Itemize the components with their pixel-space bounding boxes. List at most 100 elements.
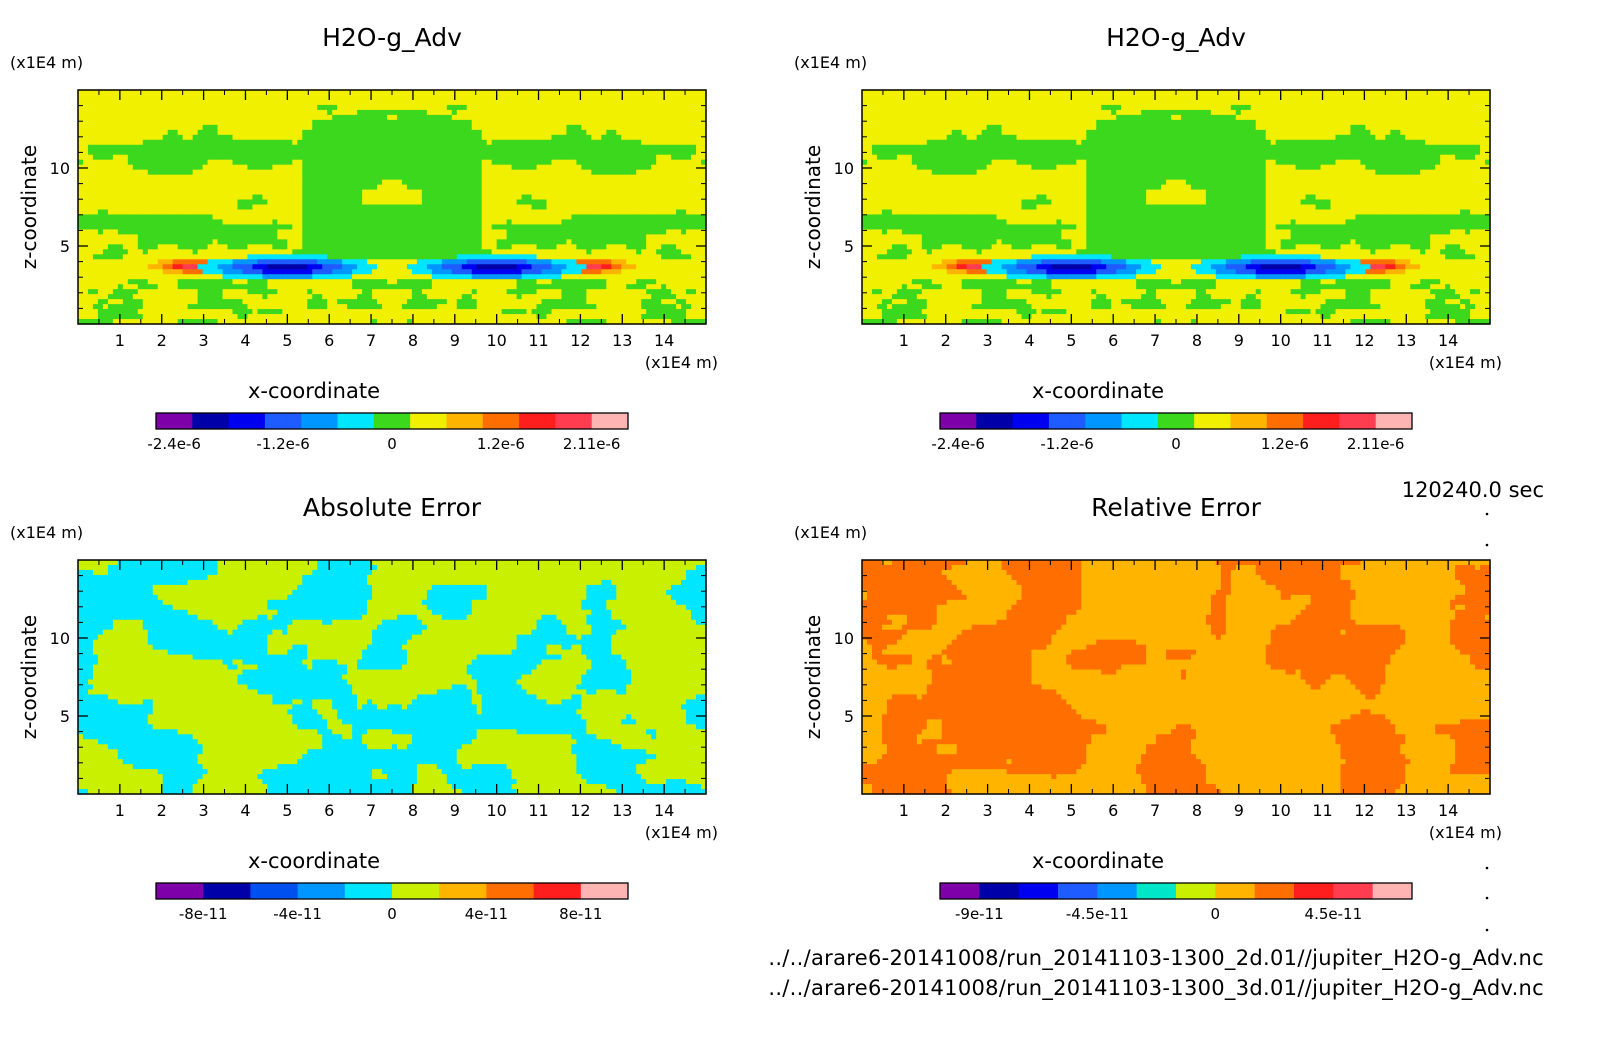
field-cell [252, 229, 259, 235]
field-cell [551, 199, 558, 206]
field-cell [262, 159, 268, 166]
field-cell [451, 149, 458, 156]
field-cell [431, 104, 438, 111]
field-cell [227, 129, 234, 136]
field-cell [581, 319, 587, 325]
field-cell [322, 104, 328, 111]
field-cell [426, 169, 433, 176]
field-cell [496, 119, 503, 126]
field-cell [147, 239, 154, 245]
field-cell [516, 114, 523, 121]
field-cell [97, 119, 104, 126]
field-cell [187, 194, 194, 201]
field-cell [556, 269, 563, 275]
field-cell [486, 189, 493, 196]
field-cell [446, 139, 453, 146]
field-cell [112, 149, 119, 156]
field-cell [476, 319, 483, 325]
field-cell [257, 279, 264, 285]
field-cell [531, 124, 538, 131]
field-cell [317, 244, 323, 250]
field-cell [92, 194, 99, 201]
field-cell [491, 164, 498, 171]
field-cell [267, 159, 273, 166]
field-cell [581, 304, 587, 310]
field-cell [207, 129, 214, 136]
field-cell [486, 174, 493, 181]
field-cell [137, 224, 144, 231]
field-cell [182, 309, 189, 315]
field-cell [167, 164, 174, 171]
field-cell [521, 169, 528, 176]
field-cell [282, 144, 288, 151]
field-cell [511, 264, 518, 270]
field-cell [177, 99, 184, 106]
field-cell [362, 90, 368, 96]
field-cell [352, 309, 358, 315]
field-cell [277, 309, 283, 315]
field-cell [601, 189, 607, 196]
field-cell [456, 294, 463, 300]
field-cell [232, 164, 239, 171]
field-cell [591, 294, 597, 300]
field-cell [342, 154, 348, 161]
field-cell [152, 164, 159, 171]
field-cell [367, 144, 373, 151]
field-cell [182, 294, 189, 300]
field-cell [596, 194, 602, 201]
field-cell [167, 189, 174, 196]
field-cell [377, 289, 383, 295]
field-cell [421, 144, 428, 151]
field-cell [242, 109, 249, 116]
field-cell [531, 134, 538, 141]
field-cell [511, 109, 518, 116]
field-cell [157, 199, 164, 206]
field-cell [282, 119, 288, 126]
field-cell [227, 254, 234, 260]
field-cell [401, 199, 408, 206]
field-cell [137, 174, 144, 181]
field-cell [421, 134, 428, 141]
field-cell [541, 189, 548, 196]
field-cell [237, 229, 244, 235]
field-cell [297, 294, 303, 300]
field-cell [332, 194, 338, 201]
field-cell [576, 299, 582, 305]
field-cell [147, 209, 154, 216]
field-cell [441, 219, 448, 226]
field-cell [127, 204, 134, 211]
field-cell [556, 214, 563, 221]
field-cell [78, 129, 84, 136]
field-cell [167, 184, 174, 191]
field-cell [436, 144, 443, 151]
field-cell [471, 274, 478, 280]
field-cell [287, 314, 293, 320]
field-cell [302, 129, 308, 136]
field-cell [187, 154, 194, 161]
field-cell [282, 249, 288, 255]
field-cell [421, 124, 428, 131]
field-cell [426, 264, 433, 270]
field-cell [82, 209, 89, 216]
field-cell [501, 94, 508, 101]
field-cell [202, 219, 209, 226]
field-cell [327, 99, 333, 106]
field-cell [466, 104, 473, 111]
field-cell [142, 184, 149, 191]
field-cell [237, 284, 244, 290]
field-cell [406, 184, 413, 191]
field-cell [307, 274, 313, 280]
field-cell [292, 119, 298, 126]
field-cell [556, 289, 563, 295]
field-cell [426, 174, 433, 181]
field-cell [197, 90, 204, 96]
field-cell [441, 159, 448, 166]
field-cell [192, 264, 199, 270]
field-cell [97, 319, 104, 325]
field-cell [212, 174, 219, 181]
field-cell [82, 214, 89, 221]
field-cell [601, 164, 607, 171]
field-cell [511, 189, 518, 196]
field-cell [401, 99, 408, 106]
field-cell [377, 309, 383, 315]
